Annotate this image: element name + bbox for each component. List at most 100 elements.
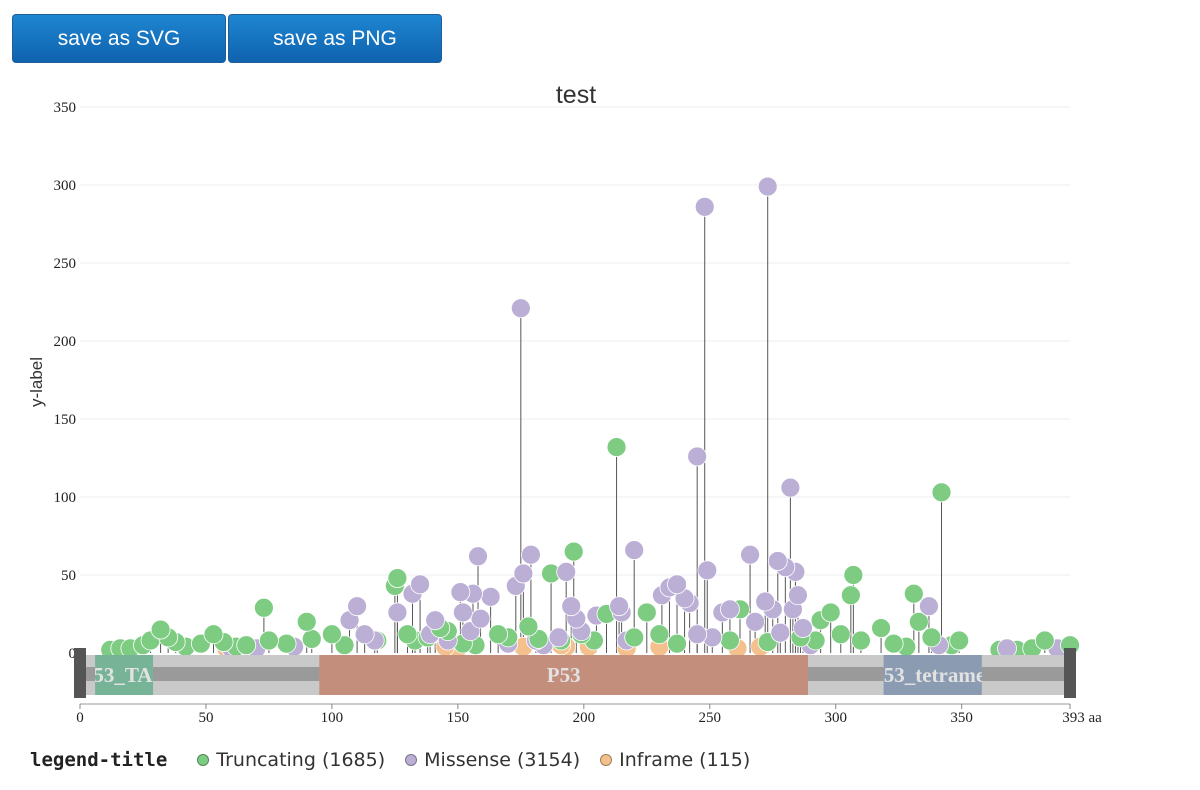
point-missense[interactable] <box>521 544 541 565</box>
point-truncating[interactable] <box>488 624 509 645</box>
point-truncating[interactable] <box>518 616 539 637</box>
point-missense[interactable] <box>347 596 367 617</box>
inframe-swatch-icon <box>600 754 613 766</box>
domain-2[interactable]: P53_tetramer <box>871 655 995 695</box>
point-missense[interactable] <box>453 602 473 623</box>
legend-label-missense: Missense (3154) <box>424 749 581 771</box>
point-missense[interactable] <box>720 599 740 620</box>
missense-swatch-icon <box>405 754 418 766</box>
point-missense[interactable] <box>468 546 488 567</box>
x-tick-label-350: 350 <box>950 710 973 726</box>
point-missense[interactable] <box>780 477 801 498</box>
x-axis: 0 50 100 150 200 250 300 350 393 aa <box>76 703 1102 726</box>
point-truncating[interactable] <box>296 611 317 632</box>
point-missense[interactable] <box>740 544 760 565</box>
chart-title: test <box>556 81 596 109</box>
y-tick-label-200: 200 <box>54 334 77 350</box>
point-missense[interactable] <box>609 596 629 617</box>
point-truncating[interactable] <box>150 619 171 640</box>
point-truncating[interactable] <box>259 630 279 651</box>
point-truncating[interactable] <box>563 541 584 562</box>
point-truncating[interactable] <box>871 618 891 638</box>
point-truncating[interactable] <box>830 624 851 645</box>
point-truncating[interactable] <box>931 482 952 503</box>
x-tick-label-393: 393 aa <box>1062 710 1102 726</box>
point-missense[interactable] <box>767 551 788 571</box>
point-missense[interactable] <box>624 540 645 560</box>
legend-item-truncating[interactable]: Truncating (1685) <box>197 749 385 771</box>
domain-0[interactable]: P53_TAD <box>81 655 168 695</box>
point-truncating[interactable] <box>322 624 342 645</box>
point-missense[interactable] <box>694 196 715 217</box>
point-truncating[interactable] <box>253 597 274 618</box>
domain-label: P53 <box>547 663 581 687</box>
point-missense[interactable] <box>745 611 766 632</box>
point-truncating[interactable] <box>606 437 627 457</box>
legend-item-inframe[interactable]: Inframe (115) <box>600 749 750 771</box>
point-truncating[interactable] <box>397 624 418 645</box>
point-truncating[interactable] <box>949 630 970 651</box>
save-svg-button[interactable]: save as SVG <box>12 14 226 63</box>
point-missense[interactable] <box>757 176 778 197</box>
x-tick-label-50: 50 <box>198 710 213 726</box>
point-truncating[interactable] <box>636 602 657 623</box>
legend-item-missense[interactable]: Missense (3154) <box>405 749 580 771</box>
point-missense[interactable] <box>997 638 1017 659</box>
y-tick-label-50: 50 <box>61 568 76 584</box>
point-missense[interactable] <box>687 624 708 645</box>
domain-label: P53_tetramer <box>871 663 995 687</box>
point-truncating[interactable] <box>883 633 904 654</box>
point-truncating[interactable] <box>720 630 740 651</box>
point-missense[interactable] <box>354 624 375 645</box>
point-truncating[interactable] <box>903 583 924 604</box>
track-start-cap <box>74 648 86 698</box>
domain-1[interactable]: P53 <box>319 655 809 695</box>
point-truncating[interactable] <box>840 585 861 606</box>
x-tick-label-100: 100 <box>321 710 344 726</box>
legend-label-inframe: Inframe (115) <box>619 749 751 771</box>
point-truncating[interactable] <box>908 611 929 632</box>
point-missense[interactable] <box>687 446 708 467</box>
legend: legend-title Truncating (1685) Missense … <box>30 746 770 774</box>
point-missense[interactable] <box>450 582 471 603</box>
save-png-button[interactable]: save as PNG <box>228 14 442 63</box>
point-missense[interactable] <box>387 602 408 623</box>
point-missense[interactable] <box>561 596 582 617</box>
point-missense[interactable] <box>480 586 501 607</box>
track-end-cap <box>1064 648 1076 698</box>
domain-box <box>319 655 809 695</box>
point-missense[interactable] <box>793 618 813 638</box>
point-missense[interactable] <box>667 574 687 595</box>
point-truncating[interactable] <box>667 633 687 654</box>
x-tick-label-0: 0 <box>76 710 84 726</box>
point-truncating[interactable] <box>649 624 670 645</box>
point-missense[interactable] <box>788 585 808 606</box>
point-missense[interactable] <box>548 627 569 648</box>
point-truncating[interactable] <box>276 633 297 654</box>
point-missense[interactable] <box>556 561 577 582</box>
point-truncating[interactable] <box>820 602 841 623</box>
point-missense[interactable] <box>410 574 430 595</box>
point-missense[interactable] <box>425 610 446 631</box>
point-missense[interactable] <box>470 608 491 629</box>
point-truncating[interactable] <box>301 629 322 649</box>
x-tick-label-300: 300 <box>824 710 847 726</box>
domain-box <box>95 655 154 695</box>
point-truncating[interactable] <box>624 627 645 648</box>
point-missense[interactable] <box>513 563 534 584</box>
point-truncating[interactable] <box>387 568 408 589</box>
y-axis-label: y-label <box>27 357 46 407</box>
point-truncating[interactable] <box>843 565 864 585</box>
stems-layer <box>109 186 1071 653</box>
point-truncating[interactable] <box>921 627 942 648</box>
point-missense[interactable] <box>755 591 776 612</box>
point-missense[interactable] <box>770 622 791 643</box>
point-truncating[interactable] <box>203 624 224 645</box>
point-missense[interactable] <box>510 298 531 319</box>
point-missense[interactable] <box>697 560 718 581</box>
point-truncating[interactable] <box>851 630 871 651</box>
point-truncating[interactable] <box>236 635 257 656</box>
point-truncating[interactable] <box>1034 630 1055 651</box>
point-truncating[interactable] <box>334 635 355 656</box>
point-missense[interactable] <box>919 596 939 617</box>
